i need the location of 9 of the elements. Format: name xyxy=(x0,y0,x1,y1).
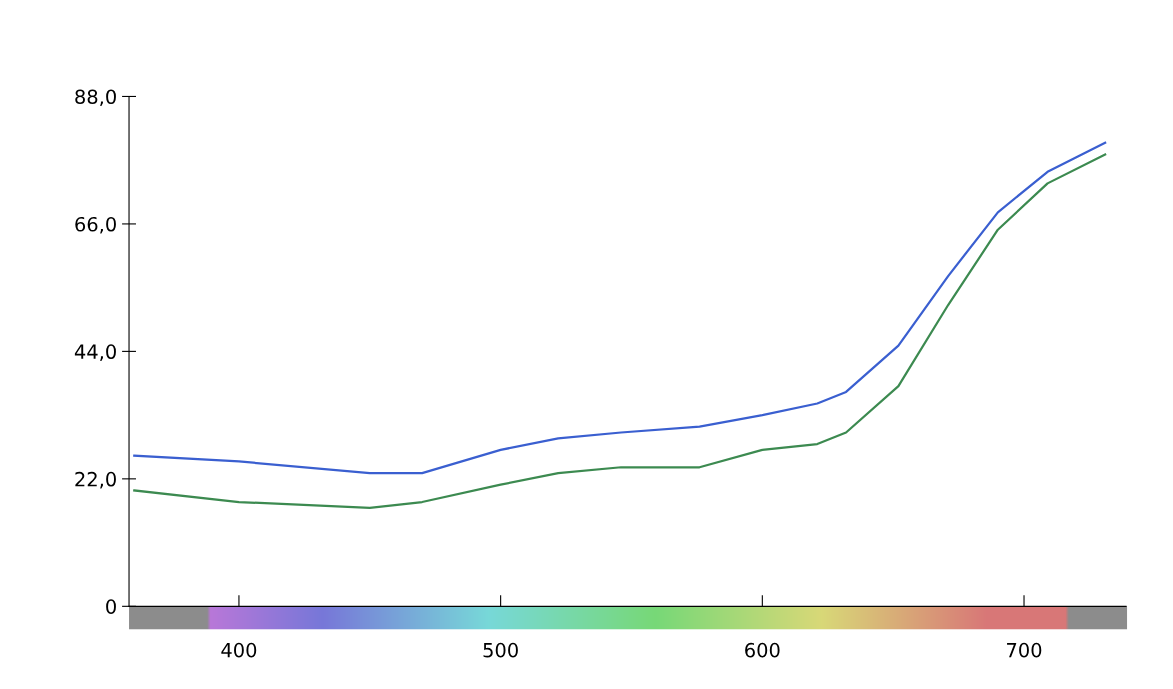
x-tick-label: 700 xyxy=(1007,642,1042,658)
x-tick-label: 400 xyxy=(221,642,257,658)
x-tick-label: 500 xyxy=(483,642,518,658)
y-tick-label: 66,0 xyxy=(75,216,116,234)
y-tick-label: 22,0 xyxy=(75,471,116,489)
y-tick-label: 88,0 xyxy=(75,89,116,107)
y-tick-label: 44,0 xyxy=(74,344,116,362)
x-tick-label: 600 xyxy=(745,642,780,658)
y-tick-label: 0 xyxy=(106,599,116,614)
